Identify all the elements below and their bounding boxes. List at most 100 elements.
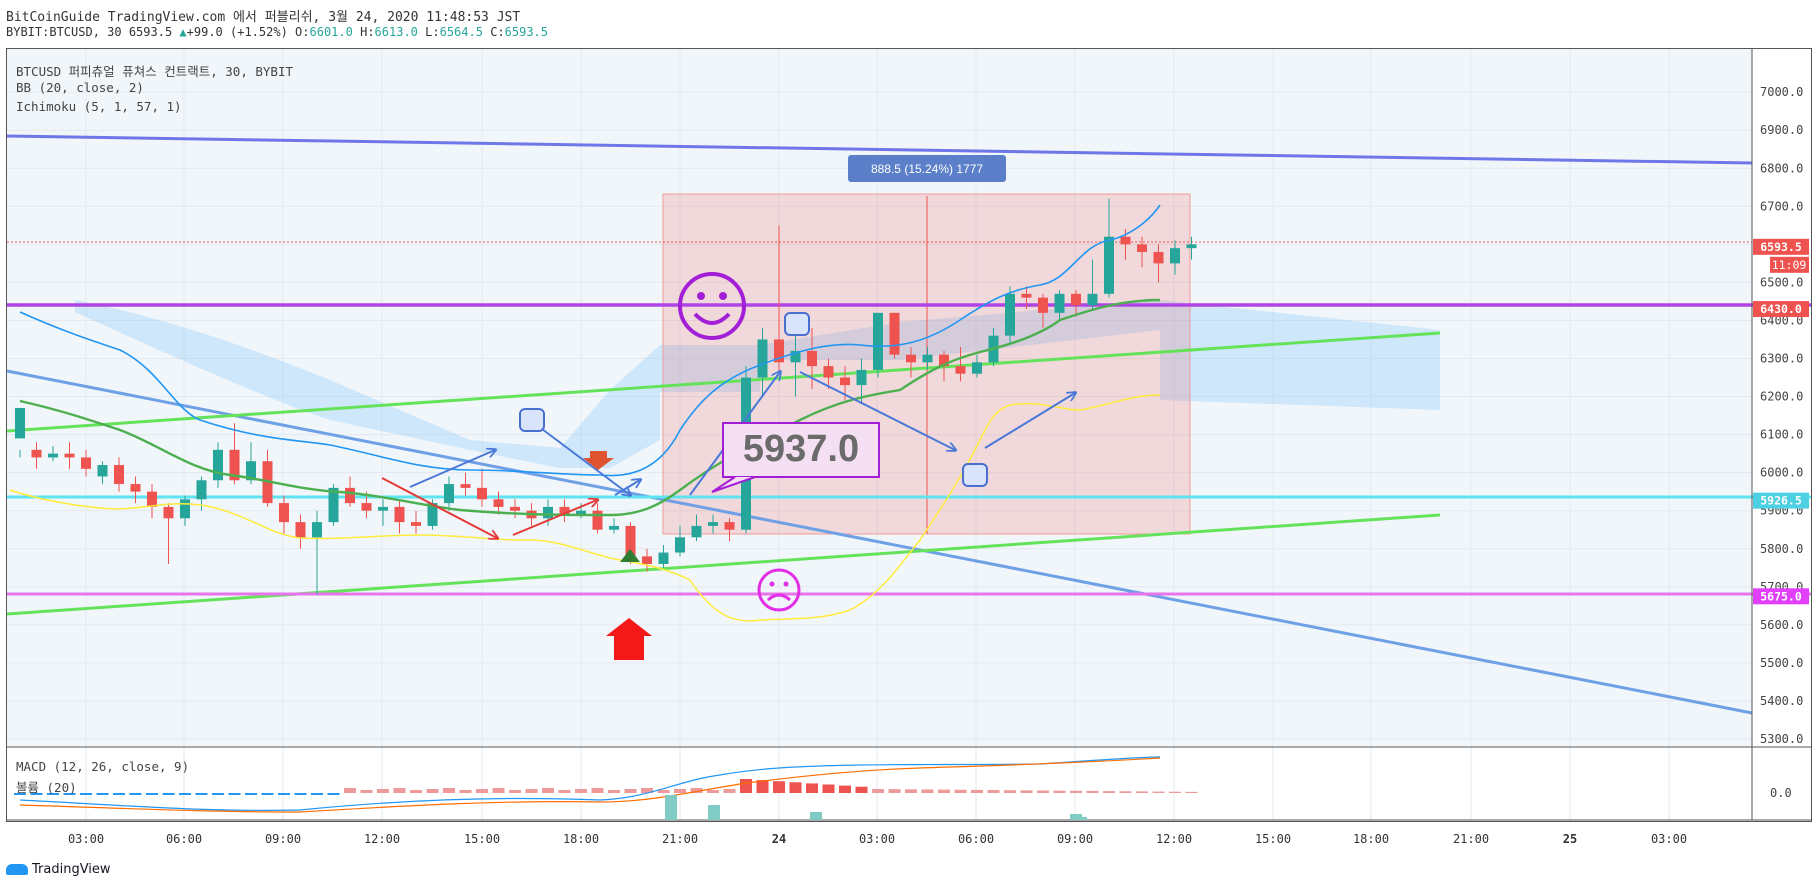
candle-body [543,506,553,519]
x-tick-label: 03:00 [859,832,895,846]
x-tick-label: 21:00 [1453,832,1489,846]
legend-volume: 볼륨 (20) [16,780,77,795]
candle-body [246,461,256,481]
annotation-arrow-blue [614,480,640,496]
candle-body [1021,293,1032,298]
y-tick-label: 5400.0 [1760,694,1803,708]
y-tick-label: 5600.0 [1760,618,1803,632]
macd-histogram-bar [707,790,719,793]
candle-body [724,522,735,530]
macd-histogram-bar [591,788,604,793]
measure-label: 888.5 (15.24%) 1777 [871,162,983,176]
candle-body [361,503,372,511]
smiley-face-icon [678,272,746,340]
macd-histogram-bar [839,785,851,793]
candle-body [279,503,289,523]
y-tick-label: 6000.0 [1760,466,1803,480]
x-tick-label: 15:00 [1255,832,1291,846]
macd-histogram-bar [476,789,488,793]
macd-histogram-bar [377,789,389,793]
candle-body [312,522,322,538]
candle-body [1170,248,1180,264]
candle-body [807,350,817,367]
countdown-box [1770,256,1809,273]
candle-body [493,499,504,507]
price-axis-label: 6430.0 [1760,302,1802,316]
macd-histogram-bar [921,789,934,793]
candle-body [48,453,58,458]
candle-body [1005,293,1015,336]
x-tick-label: 09:00 [1057,832,1093,846]
candle-body [708,522,718,526]
candle-body [757,339,768,378]
x-tick-label: 03:00 [1651,832,1687,846]
macd-histogram-bar [459,790,472,793]
candle-body [576,510,586,515]
macd-histogram-bar [393,788,406,793]
y-tick-label: 7000.0 [1760,85,1803,99]
candle-body [1087,293,1098,306]
tradingview-logo[interactable]: TradingView [6,862,111,877]
annotation-box [722,422,880,478]
x-tick-label: 09:00 [265,832,301,846]
x-tick-label: 06:00 [958,832,994,846]
candle-body [939,354,949,367]
tradingview-cloud-icon [6,864,28,875]
close-value: 6593.5 [504,25,548,39]
macd-zero-label: 0.0 [1770,786,1792,800]
high-value: 6613.0 [374,25,418,39]
legend-ichimoku: Ichimoku (5, 1, 57, 1) [16,99,182,114]
x-tick-label: 24 [772,832,786,846]
chart-publish-info: BitCoinGuide TradingView.com 에서 퍼블리쉬, 3월… [6,10,521,25]
lagging-span-line [9,394,1161,622]
macd-histogram-bar [905,789,917,793]
macd-histogram-bar [426,789,439,793]
macd-histogram-bar [1086,790,1099,793]
x-tick-label: 15:00 [464,832,500,846]
macd-histogram-bar [575,789,587,793]
price-axis-label-box [1753,301,1809,318]
macd-histogram-bar [146,793,158,795]
y-tick-label: 5300.0 [1760,732,1803,746]
x-tick-label: 18:00 [1353,832,1389,846]
candle-body [592,510,603,530]
volume-bar [810,812,822,820]
macd-histogram-bar [30,793,43,795]
candle-body [1137,244,1147,252]
macd-histogram-bar [740,779,752,793]
annotation-arrow-blue [984,393,1075,449]
macd-histogram-bar [509,790,521,793]
upper-channel-line [6,331,1441,433]
macd-histogram-bar [1037,790,1049,793]
candle-body [1054,293,1065,313]
x-tick-label: 12:00 [1156,832,1192,846]
macd-histogram-bar [789,782,802,793]
open-value: 6601.0 [309,25,353,39]
price-axis-label-box [1753,238,1809,255]
macd-histogram-bar [278,793,290,795]
candle-body [81,457,91,469]
ichimoku-cloud [75,300,1440,468]
volume-bar [708,805,720,820]
macd-histogram-bar [294,793,307,795]
macd-histogram-bar [525,789,538,793]
candle-body [1104,236,1114,294]
price-axis-label: 5926.5 [1760,494,1802,508]
candle-body [130,484,141,492]
candle-body [1120,236,1131,245]
macd-histogram-bar [872,789,884,793]
candle-body [823,366,834,378]
bollinger-band-upper [19,204,1161,477]
macd-histogram-bar [690,788,703,793]
candle-body [295,522,306,538]
macd-histogram-bar [228,793,241,795]
candle-body [972,362,982,374]
candle-body [873,312,883,370]
up-marker-icon [620,549,640,562]
y-tick-label: 6100.0 [1760,428,1803,442]
macd-histogram-bar [855,786,868,793]
annotation-price-text: 5937.0 [743,428,859,470]
candle-body [147,491,157,507]
macd-histogram-bar [938,789,950,793]
